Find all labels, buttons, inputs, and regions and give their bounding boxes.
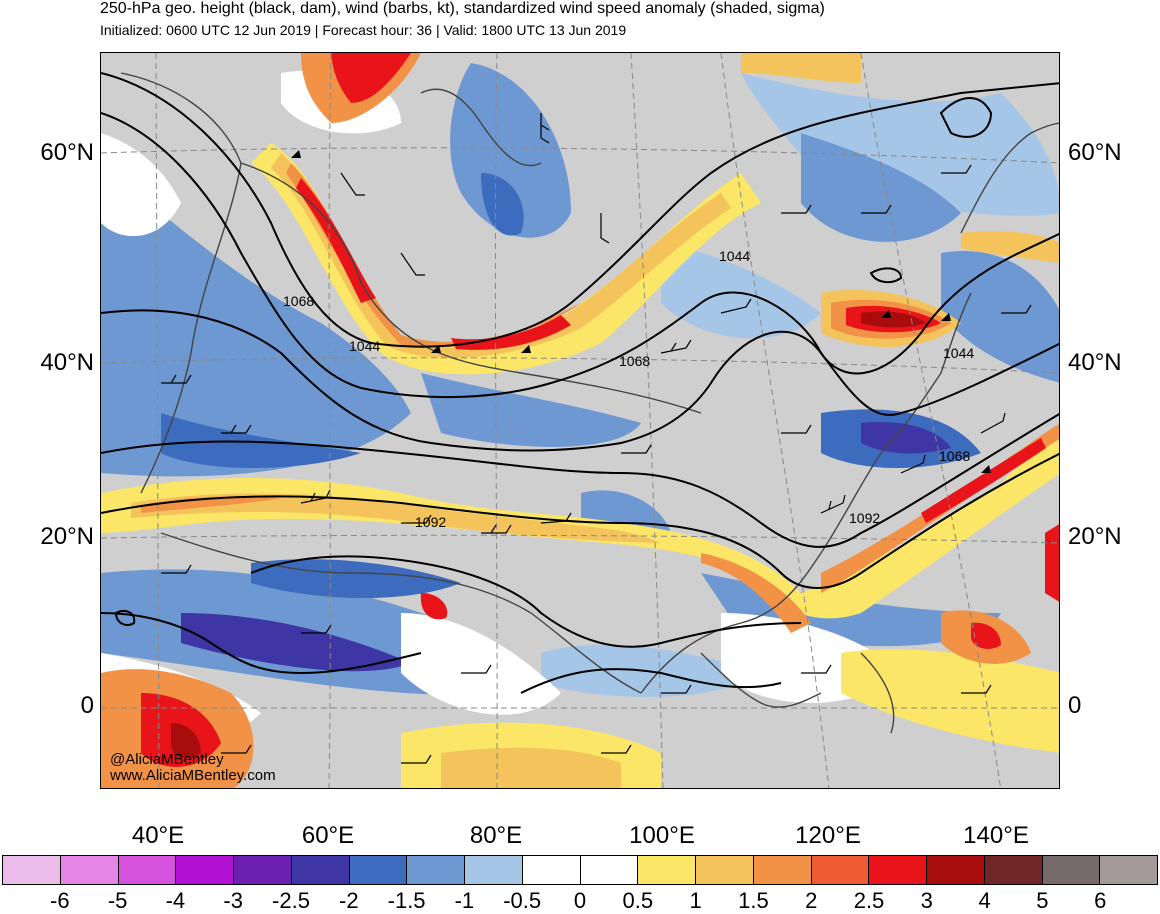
lon-label: 140°E xyxy=(963,822,1029,849)
lon-label: 60°E xyxy=(301,822,355,849)
colorbar-swatch xyxy=(234,856,292,884)
lon-label: 80°E xyxy=(469,822,523,849)
colorbar-swatch xyxy=(580,856,639,884)
chart-subtitle: Initialized: 0600 UTC 12 Jun 2019 | Fore… xyxy=(100,22,627,38)
colorbar-swatch xyxy=(349,856,408,884)
lat-label-right: 20°N xyxy=(1068,523,1122,550)
credit-site: www.AliciaMBentley.com xyxy=(110,767,276,784)
colorbar-tick-label: -0.5 xyxy=(503,888,542,913)
lon-label: 100°E xyxy=(629,822,695,849)
colorbar-tick-label: 5 xyxy=(1036,888,1049,913)
colorbar-tick-label: -5 xyxy=(107,888,128,913)
colorbar-swatch xyxy=(638,856,696,884)
contour-label: 1092 xyxy=(849,510,881,526)
colorbar-tick-label: 0.5 xyxy=(622,888,654,913)
colorbar-swatch xyxy=(927,856,985,884)
colorbar-swatch xyxy=(291,856,350,884)
colorbar-tick-label: 2 xyxy=(805,888,818,913)
lat-label-right: 60°N xyxy=(1068,139,1122,166)
colorbar-tick-label: 3 xyxy=(920,888,933,913)
contour-label: 1044 xyxy=(349,338,381,354)
lat-label-left: 0 xyxy=(80,692,94,719)
colorbar-swatch xyxy=(869,856,927,884)
map-canvas xyxy=(101,53,1059,788)
colorbar-tick-label: -2.5 xyxy=(272,888,310,913)
weather-map: 1068 1044 1044 1068 1044 1068 1092 1092 xyxy=(100,52,1060,789)
colorbar-tick-label: 1.5 xyxy=(738,888,769,913)
colorbar-swatch xyxy=(176,856,234,884)
lon-label: 120°E xyxy=(795,822,861,849)
contour-label: 1068 xyxy=(619,353,651,369)
positive-anomaly-shading xyxy=(101,53,1059,788)
chart-title: 250-hPa geo. height (black, dam), wind (… xyxy=(100,0,825,17)
colorbar-swatch xyxy=(1042,856,1101,884)
colorbar-swatch xyxy=(3,856,61,884)
colorbar-tick-label: 2.5 xyxy=(853,888,885,913)
colorbar-swatch xyxy=(522,856,581,884)
height-contours xyxy=(101,72,1059,694)
colorbar-swatch xyxy=(60,856,119,884)
wind-barbs xyxy=(161,113,1032,764)
colorbar-tick-label: -4 xyxy=(165,888,186,913)
colorbar-swatch xyxy=(811,856,870,884)
colorbar-tick-label: -1 xyxy=(454,888,475,913)
colorbar-swatch xyxy=(696,856,754,884)
colorbar-tick-label: -1.5 xyxy=(387,888,426,913)
colorbar-swatch xyxy=(465,856,523,884)
lat-label-right: 0 xyxy=(1068,692,1082,719)
lon-label: 40°E xyxy=(131,822,185,849)
lat-label-left: 60°N xyxy=(40,139,94,166)
coastlines xyxy=(120,72,1059,734)
colorbar-tick-label: -2 xyxy=(339,888,359,913)
lat-label-left: 40°N xyxy=(40,349,94,376)
lat-label-right: 40°N xyxy=(1068,349,1122,376)
contour-label: 1044 xyxy=(719,248,751,264)
contour-label: 1068 xyxy=(283,293,315,309)
colorbar xyxy=(2,855,1158,885)
wind-flags xyxy=(291,150,991,473)
colorbar-swatch xyxy=(118,856,177,884)
colorbar-tick-label: 6 xyxy=(1094,888,1107,913)
contour-label: 1044 xyxy=(943,345,975,361)
colorbar-tick-label: 1 xyxy=(689,888,702,913)
colorbar-tick-label: -3 xyxy=(223,888,243,913)
colorbar-swatch xyxy=(407,856,465,884)
colorbar-swatch xyxy=(1100,856,1157,884)
lat-label-left: 20°N xyxy=(40,523,94,550)
colorbar-tick-label: -6 xyxy=(50,888,70,913)
contour-label: 1092 xyxy=(415,514,447,530)
colorbar-tick-label: 4 xyxy=(978,888,991,913)
colorbar-tick-label: 0 xyxy=(573,888,587,913)
colorbar-swatch xyxy=(753,856,812,884)
colorbar-swatch xyxy=(984,856,1043,884)
credit-handle: @AliciaMBentley xyxy=(110,751,224,768)
contour-label: 1068 xyxy=(939,448,971,464)
